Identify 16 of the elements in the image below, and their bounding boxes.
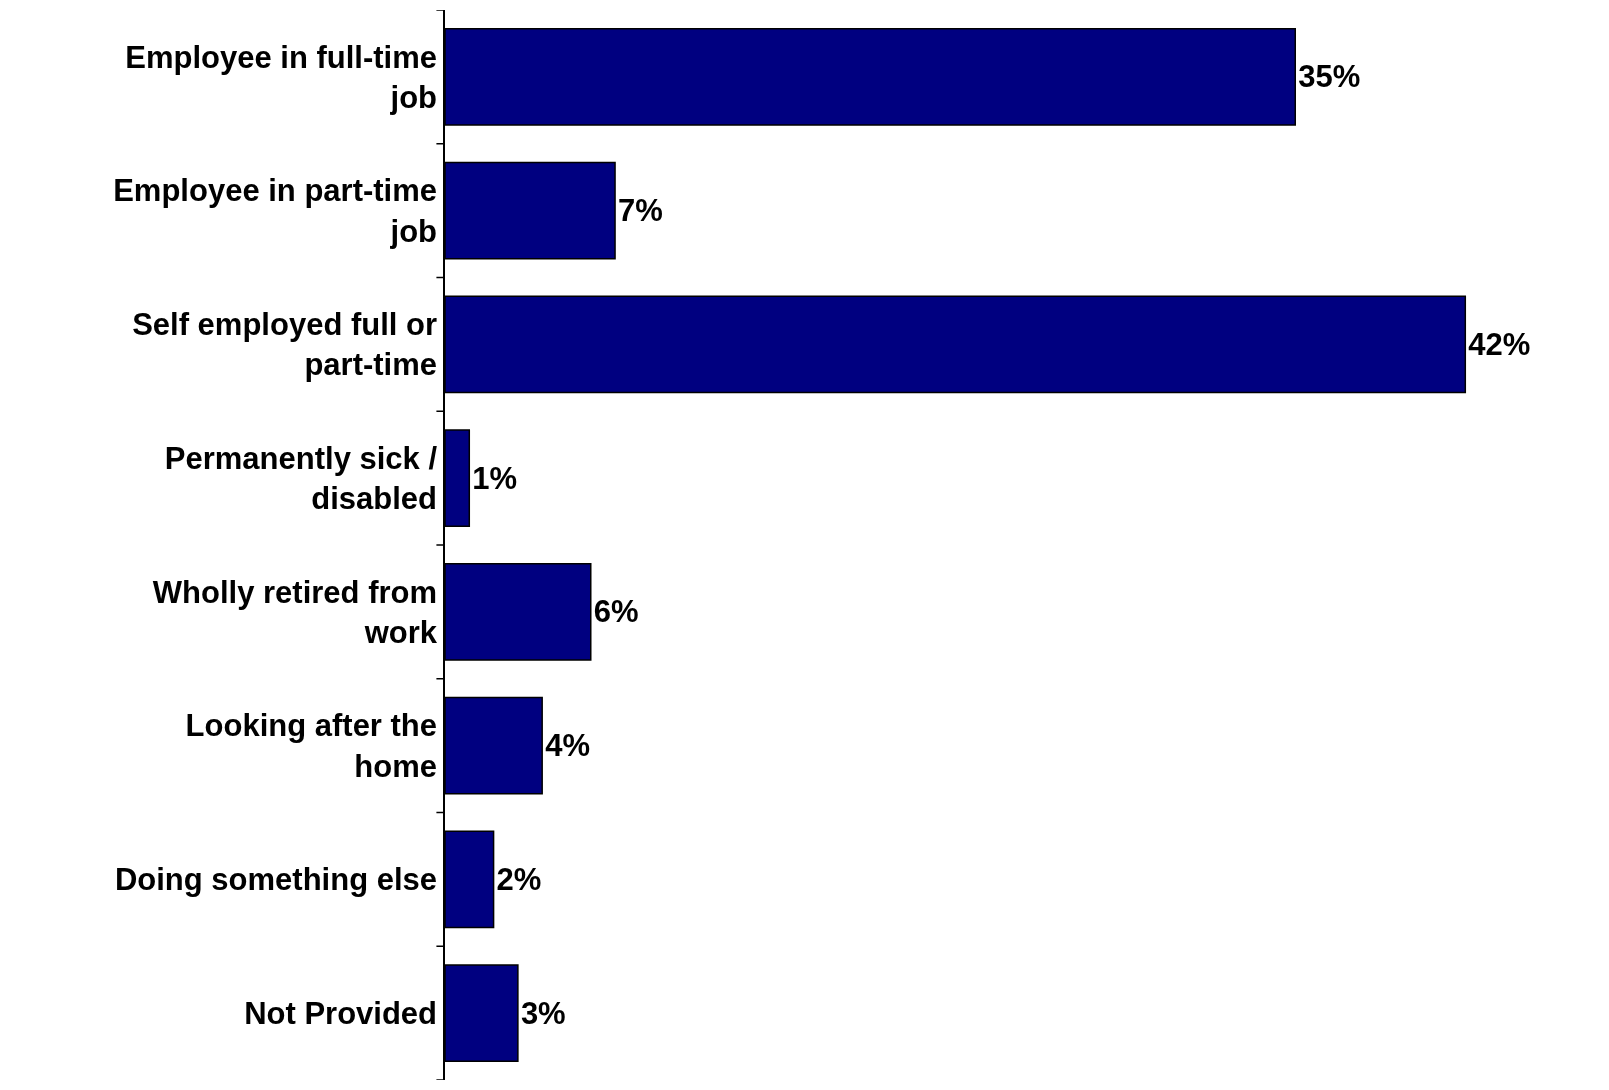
y-tick-label: Employee in full-time job	[125, 39, 438, 115]
data-label: 7%	[618, 193, 663, 229]
data-label: 1%	[472, 460, 518, 496]
data-label: 4%	[545, 728, 590, 764]
data-label: 2%	[496, 861, 542, 897]
y-tick-label: Looking after the home	[185, 708, 438, 784]
data-label: 42%	[1468, 326, 1531, 362]
y-tick-label: Employee in part-time job	[113, 173, 438, 249]
data-label: 3%	[520, 995, 566, 1031]
y-tick-label: Permanently sick / disabled	[164, 440, 438, 517]
y-tick-label: Not Provided	[244, 995, 438, 1031]
data-label: 6%	[593, 594, 639, 630]
y-tick-label: Self employed full or part-time	[132, 307, 438, 383]
data-label: 35%	[1298, 59, 1361, 95]
y-tick-label: Wholly retired from work	[152, 574, 438, 650]
y-tick-label: Doing something else	[114, 862, 438, 898]
